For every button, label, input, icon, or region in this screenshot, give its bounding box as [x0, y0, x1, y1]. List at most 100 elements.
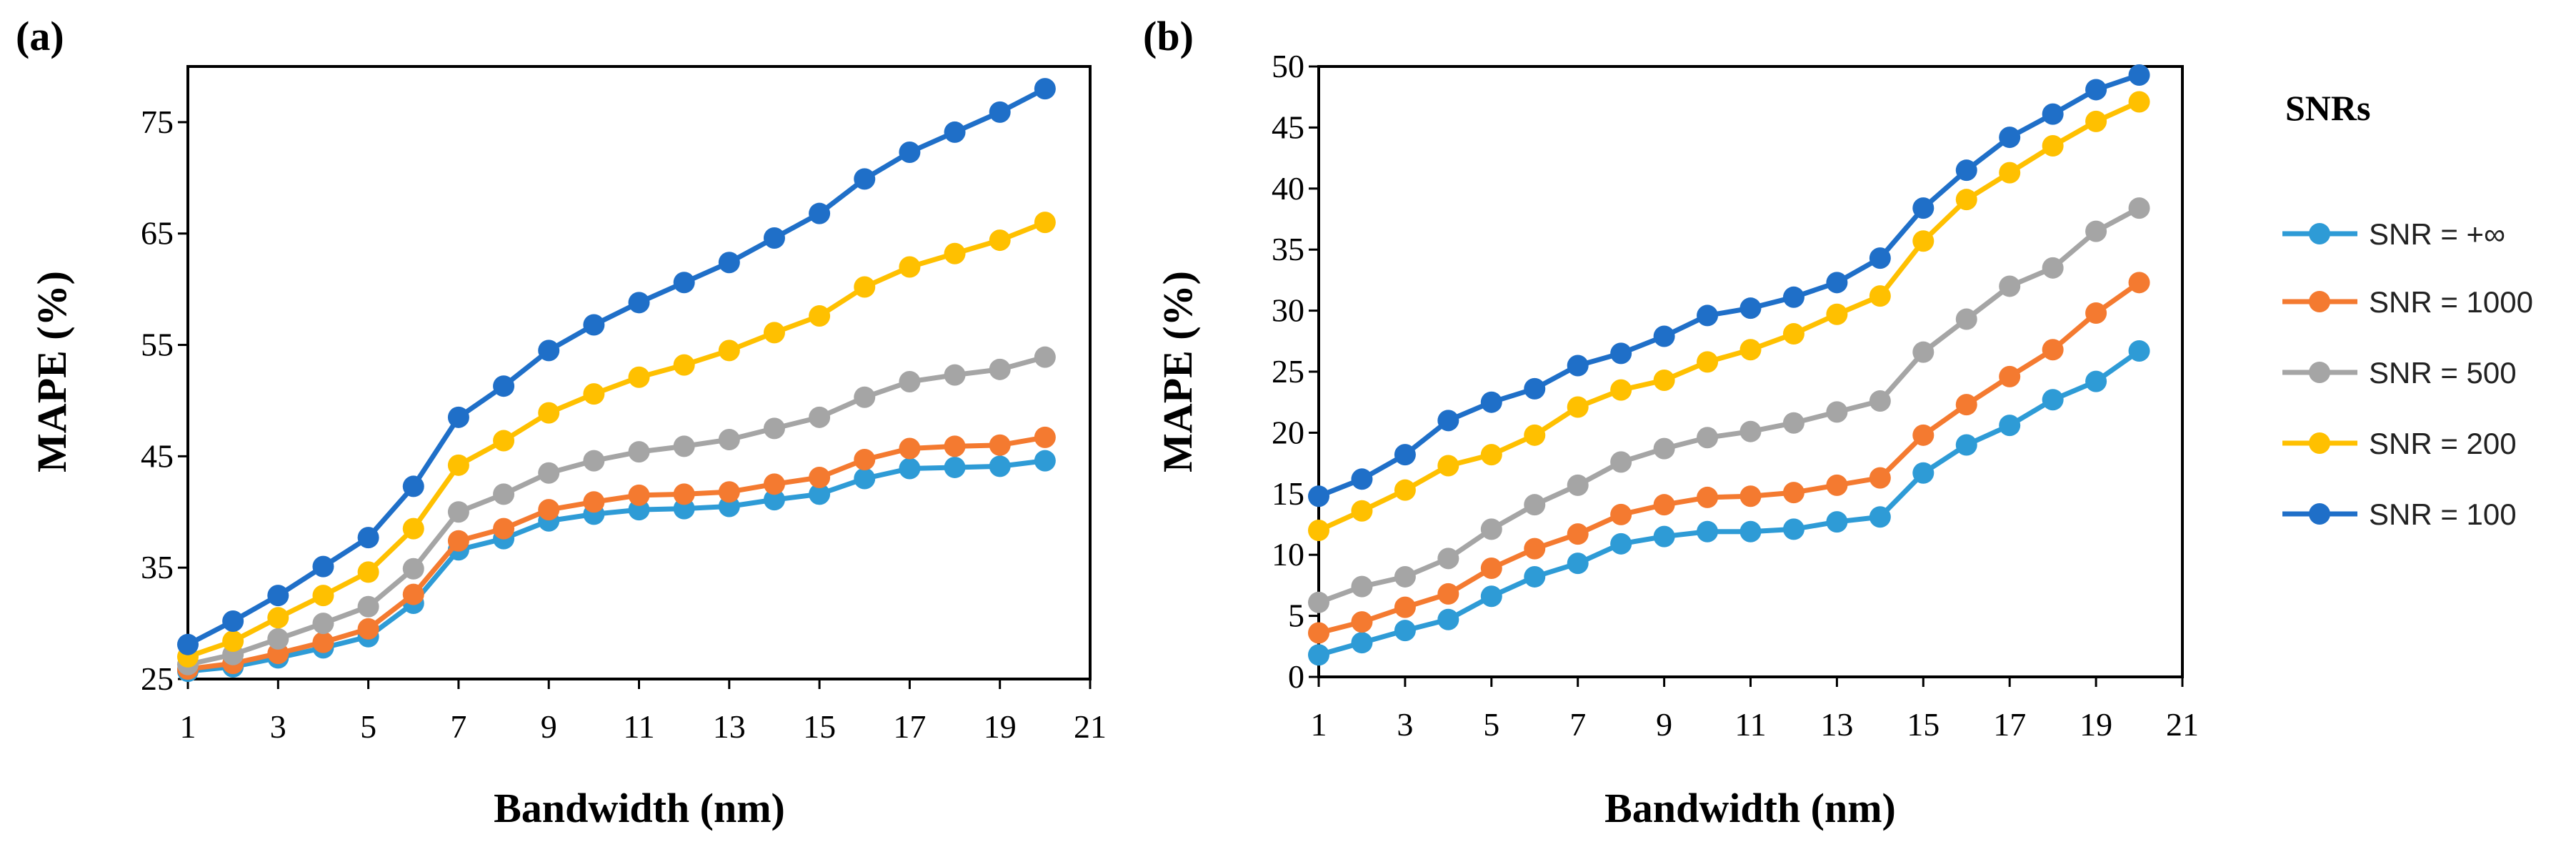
data-point — [1912, 462, 1935, 484]
x-tick-label: 21 — [1074, 708, 1107, 745]
legend-item-snr_500: SNR = 500 — [2282, 356, 2517, 390]
data-point — [447, 454, 469, 476]
y-axis-title-a: MAPE (%) — [29, 271, 75, 472]
data-point — [583, 383, 605, 405]
data-point — [1351, 632, 1373, 654]
x-tick-label: 17 — [1993, 706, 2026, 743]
data-point — [267, 628, 289, 650]
data-point — [1869, 247, 1891, 269]
data-point — [673, 435, 695, 457]
data-point — [493, 375, 515, 397]
y-tick-label: 75 — [141, 104, 174, 140]
data-point — [1480, 585, 1502, 608]
data-point — [2085, 370, 2107, 392]
data-point — [1782, 323, 1804, 345]
x-tick-label: 9 — [1656, 706, 1672, 743]
data-point — [1782, 482, 1804, 504]
data-point — [1826, 474, 1848, 496]
x-tick-label: 13 — [713, 708, 746, 745]
data-point — [2128, 64, 2150, 86]
data-point — [809, 202, 831, 224]
data-point — [899, 437, 921, 460]
data-point — [1869, 506, 1891, 528]
data-point — [989, 455, 1011, 477]
data-point — [1351, 611, 1373, 633]
data-point — [2042, 135, 2064, 157]
data-point — [989, 434, 1011, 456]
data-point — [854, 276, 876, 298]
data-point — [312, 585, 334, 607]
data-point — [1782, 518, 1804, 540]
data-point — [2042, 103, 2064, 125]
x-tick-label: 13 — [1820, 706, 1853, 743]
data-point — [1912, 341, 1935, 363]
data-point — [1034, 450, 1056, 472]
series-line — [1317, 206, 2141, 605]
data-point — [177, 633, 199, 655]
series-snr_500 — [177, 346, 1056, 675]
data-point — [1697, 351, 1719, 373]
data-point — [1826, 272, 1848, 294]
x-tick-label: 1 — [1311, 706, 1327, 743]
data-point — [1437, 583, 1459, 605]
data-point — [1567, 523, 1589, 545]
data-point — [2042, 389, 2064, 411]
y-tick-label: 15 — [1272, 475, 1304, 512]
data-point — [1955, 308, 1977, 330]
data-point — [1567, 396, 1589, 418]
x-tick-label: 1 — [180, 708, 196, 745]
data-point — [1524, 377, 1546, 400]
data-point — [447, 406, 469, 428]
data-point — [1308, 622, 1329, 644]
data-point — [899, 457, 921, 480]
series-snr_100 — [1308, 64, 2150, 507]
data-point — [1610, 532, 1632, 555]
data-point — [944, 435, 966, 457]
data-point — [1394, 479, 1416, 501]
panel-label-b: (b) — [1143, 13, 1194, 59]
data-point — [493, 430, 515, 452]
data-point — [1999, 415, 2021, 437]
data-point — [1826, 303, 1848, 325]
data-point — [1034, 78, 1056, 100]
data-point — [1697, 520, 1719, 543]
data-point — [267, 585, 289, 607]
data-point — [809, 466, 831, 488]
data-point — [1653, 369, 1675, 391]
legend-item-snr_100: SNR = 100 — [2282, 497, 2517, 531]
data-point — [1826, 511, 1848, 533]
y-tick-label: 45 — [141, 437, 174, 474]
data-point — [673, 483, 695, 505]
data-point — [1567, 474, 1589, 496]
x-tick-label: 17 — [893, 708, 926, 745]
data-point — [718, 340, 740, 362]
legend-label: SNR = 200 — [2369, 427, 2517, 460]
series-snr_200 — [1308, 91, 2150, 542]
data-point — [1912, 424, 1935, 446]
y-tick-label: 25 — [1272, 353, 1304, 390]
data-point — [1524, 494, 1546, 516]
data-point — [763, 227, 785, 249]
data-point — [1567, 553, 1589, 575]
data-point — [222, 630, 244, 653]
data-point — [1782, 412, 1804, 434]
data-point — [1739, 420, 1762, 442]
data-point — [809, 483, 831, 505]
legend-swatch-marker — [2309, 291, 2330, 312]
data-point — [1351, 468, 1373, 490]
legend-swatch-marker — [2309, 362, 2330, 383]
legend-item-snr_1000: SNR = 1000 — [2282, 285, 2533, 319]
data-point — [2042, 339, 2064, 361]
data-point — [2128, 272, 2150, 294]
data-point — [1480, 391, 1502, 413]
series-snr_1000 — [1308, 272, 2150, 644]
series-snr_100 — [177, 78, 1056, 655]
data-point — [2128, 197, 2150, 219]
data-point — [989, 101, 1011, 123]
data-point — [2042, 257, 2064, 279]
legend-label: SNR = 100 — [2369, 497, 2517, 531]
data-point — [357, 561, 379, 583]
data-point — [357, 618, 379, 640]
data-point — [402, 558, 424, 580]
